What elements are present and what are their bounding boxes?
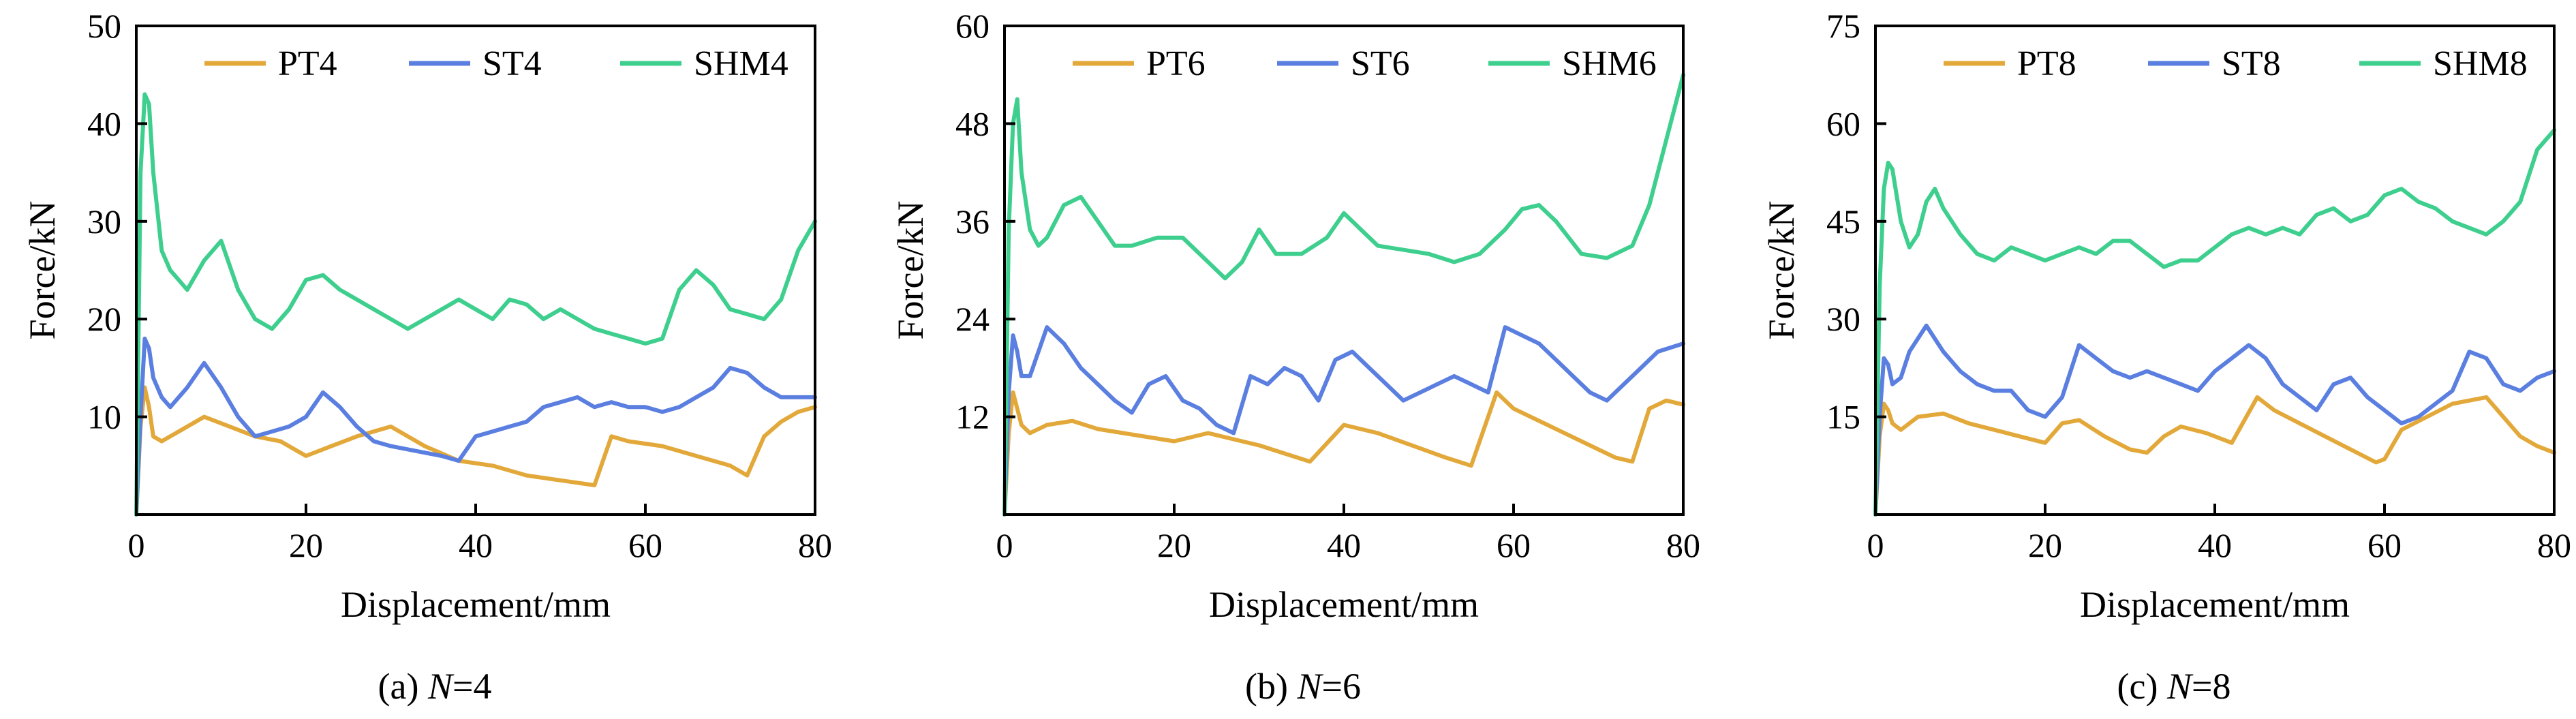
chart-0-ytick-label: 20 [87, 300, 121, 338]
chart-2-ytick-label: 15 [1826, 398, 1860, 436]
chart-1-ytick-label: 36 [955, 202, 990, 241]
chart-0-ytick-label: 40 [87, 104, 121, 142]
chart-0-legend-label-shm4: SHM4 [694, 44, 788, 83]
chart-2-series-st8 [1873, 323, 2556, 517]
chart-2: 0 20 40 60 80 15 30 45 60 75 Displacement/mm Force/… [1761, 7, 2571, 707]
chart-0-xtick-label: 40 [459, 526, 493, 564]
chart-0-ylabel: Force/kN [22, 201, 63, 340]
chart-1-xtick-label: 60 [1497, 526, 1531, 564]
chart-0-series-pt4 [134, 385, 817, 517]
chart-1-xtick-label: 0 [996, 526, 1013, 564]
chart-0-caption: (a) N=4 [378, 666, 492, 707]
chart-2-ytick-label: 75 [1826, 7, 1860, 45]
chart-2-caption: (c) N=8 [2117, 666, 2231, 707]
chart-2-xtick-label: 0 [1867, 526, 1884, 564]
chart-1: 0 20 40 60 80 12 24 36 48 60 Displacement/mm Force/… [890, 7, 1700, 707]
chart-2-ytick-label: 60 [1826, 104, 1860, 142]
chart-0-xtick-label: 20 [289, 526, 323, 564]
chart-2-xlabel: Displacement/mm [2080, 584, 2350, 625]
chart-1-series-pt6 [1002, 390, 1685, 517]
chart-1-ytick-label: 12 [955, 398, 990, 436]
chart-2-xtick-label: 20 [2028, 526, 2062, 564]
chart-0-xtick-label: 80 [798, 526, 832, 564]
chart-1-series-st6 [1002, 325, 1685, 517]
chart-2-legend-label-shm8: SHM8 [2433, 44, 2528, 83]
chart-1-ylabel: Force/kN [890, 201, 931, 340]
chart-0: 0 20 40 60 80 10 20 30 40 50 Displacement/mm Force/… [22, 7, 832, 707]
chart-0-series-shm4 [134, 92, 817, 517]
chart-2-series-pt8 [1873, 395, 2556, 517]
chart-2-legend-label-pt8: PT8 [2017, 44, 2076, 83]
chart-2-plot-frame [1874, 25, 2556, 516]
chart-0-xtick-label: 0 [128, 526, 145, 564]
chart-0-xlabel: Displacement/mm [341, 584, 611, 625]
chart-1-ytick-label: 60 [955, 7, 990, 45]
chart-1-series-shm6 [1002, 72, 1685, 517]
chart-2-xtick-label: 80 [2537, 526, 2571, 564]
chart-0-legend-label-pt4: PT4 [278, 44, 337, 83]
chart-1-xlabel: Displacement/mm [1209, 584, 1479, 625]
chart-1-xtick-label: 40 [1327, 526, 1361, 564]
chart-0-ytick-label: 10 [87, 398, 121, 436]
chart-1-legend-label-shm6: SHM6 [1562, 44, 1657, 83]
chart-0-ytick-label: 30 [87, 202, 121, 241]
chart-2-ylabel: Force/kN [1761, 201, 1802, 340]
chart-1-caption: (b) N=6 [1245, 666, 1361, 707]
chart-1-xtick-label: 20 [1157, 526, 1191, 564]
chart-2-xtick-label: 60 [2367, 526, 2402, 564]
chart-2-xtick-label: 40 [2198, 526, 2232, 564]
chart-0-plot-frame [135, 25, 816, 516]
chart-1-xtick-label: 80 [1666, 526, 1700, 564]
chart-2-ytick-label: 45 [1826, 202, 1860, 241]
chart-0-ytick-label: 50 [87, 7, 121, 45]
chart-2-series-shm8 [1873, 128, 2556, 517]
chart-0-xtick-label: 60 [628, 526, 662, 564]
chart-1-ytick-label: 48 [955, 104, 990, 142]
chart-1-legend-label-pt6: PT6 [1146, 44, 1206, 83]
chart-1-legend-label-st6: ST6 [1351, 44, 1410, 83]
chart-0-series-st4 [134, 336, 817, 517]
chart-2-legend-label-st8: ST8 [2222, 44, 2281, 83]
chart-2-ytick-label: 30 [1826, 300, 1860, 338]
chart-1-ytick-label: 24 [955, 300, 990, 338]
chart-0-legend-label-st4: ST4 [482, 44, 542, 83]
